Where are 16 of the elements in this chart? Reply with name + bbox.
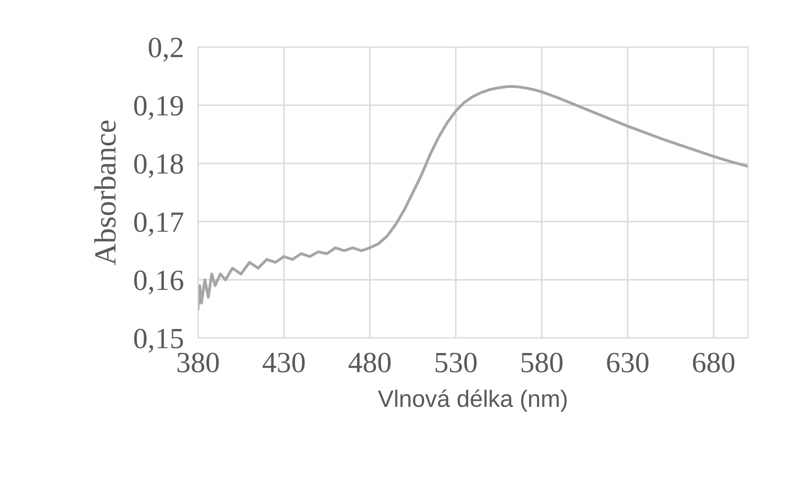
y-tick-label: 0,16 (134, 270, 184, 294)
x-tick-label: 680 (693, 352, 734, 372)
x-axis-title: Vlnová délka (nm) (378, 389, 567, 412)
x-tick-label: 580 (522, 352, 563, 372)
y-tick-label: 0,19 (134, 96, 183, 120)
x-tick-label: 380 (178, 352, 219, 372)
x-tick-label: 630 (607, 352, 648, 372)
y-tick-label: 0,15 (134, 328, 183, 353)
y-tick-label: 0,18 (134, 154, 183, 178)
y-axis-title: Absorbance (94, 120, 116, 266)
y-tick-label: 0,2 (148, 38, 182, 62)
x-tick-label: 530 (436, 352, 477, 372)
line-series (198, 85, 748, 310)
y-tick-label: 0,17 (134, 212, 184, 236)
x-tick-label: 430 (262, 352, 305, 372)
x-tick-label: 480 (348, 352, 391, 372)
